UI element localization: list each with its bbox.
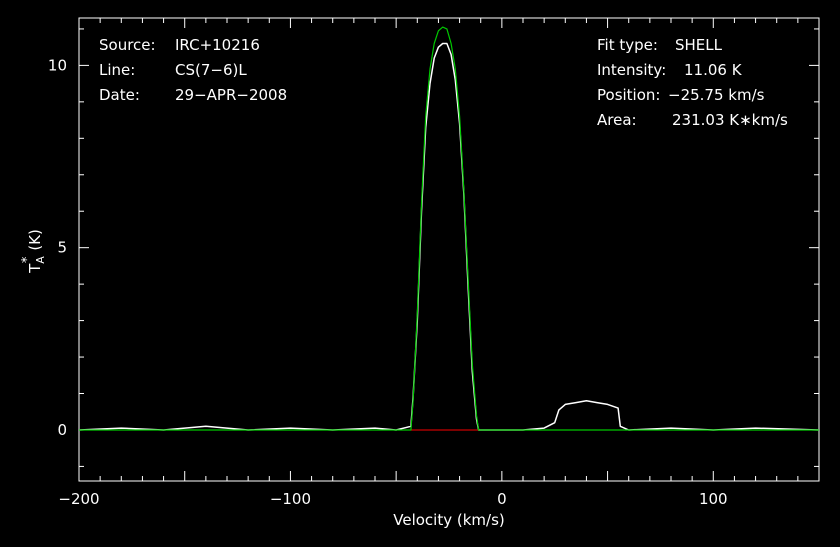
intensity-value: 11.06 K [684, 61, 743, 79]
axis-ticks [78, 18, 820, 481]
fit-type-label: Fit type: [597, 36, 658, 54]
x-tick-label: 100 [699, 490, 728, 508]
y-axis-label-unit: (K) [26, 229, 44, 251]
x-tick-label: −200 [58, 490, 99, 508]
y-axis-label: TA* (K) [20, 229, 47, 274]
y-axis-label-main: T [26, 263, 44, 274]
source-label: Source: [99, 36, 156, 54]
line-value: CS(7−6)L [175, 61, 247, 79]
position-value: −25.75 km/s [668, 86, 765, 104]
y-axis-label-sub: A [34, 256, 47, 264]
series-fit-line [79, 26, 819, 431]
svg-text:TA*(K): TA* (K) [20, 229, 47, 274]
area-label: Area: [597, 111, 637, 129]
series-layer [78, 26, 820, 431]
y-tick-label: 0 [57, 421, 67, 439]
fit-type-value: SHELL [675, 36, 723, 54]
header-right: Fit type: SHELL Intensity: 11.06 K Posit… [597, 36, 788, 129]
y-axis-label-sup: * [20, 256, 35, 263]
x-tick-label: 0 [497, 490, 507, 508]
x-axis-label: Velocity (km/s) [393, 511, 504, 529]
x-tick-label: −100 [270, 490, 311, 508]
y-tick-label: 10 [48, 56, 67, 74]
tick-labels: −200 −100 0 100 0 5 10 [48, 56, 728, 508]
plot-frame [78, 17, 820, 482]
y-tick-label: 5 [57, 239, 67, 257]
header-left: Source: IRC+10216 Line: CS(7−6)L Date: 2… [99, 36, 287, 104]
line-label: Line: [99, 61, 135, 79]
date-value: 29−APR−2008 [175, 86, 287, 104]
position-label: Position: [597, 86, 660, 104]
area-value: 231.03 K∗km/s [672, 111, 788, 129]
source-value: IRC+10216 [175, 36, 260, 54]
date-label: Date: [99, 86, 140, 104]
intensity-label: Intensity: [597, 61, 666, 79]
